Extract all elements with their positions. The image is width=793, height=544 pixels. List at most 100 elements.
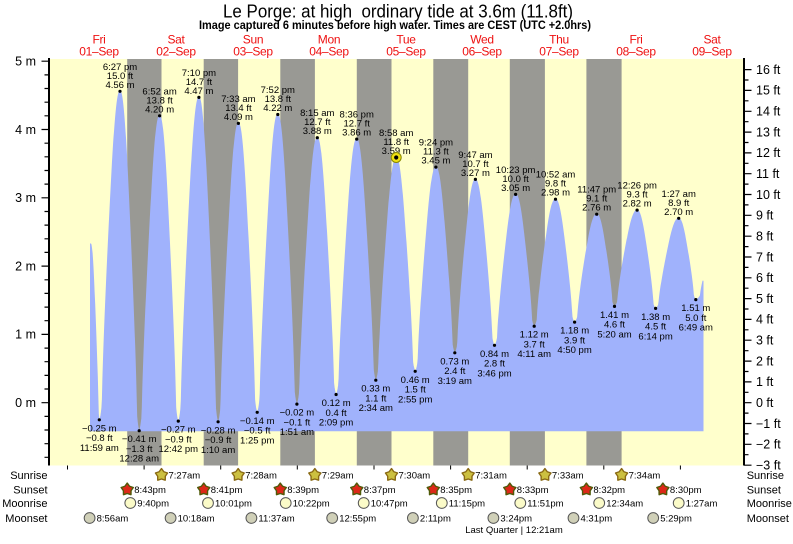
svg-text:7:52 pm: 7:52 pm bbox=[261, 85, 295, 96]
svg-text:15 ft: 15 ft bbox=[756, 84, 781, 98]
svg-text:2.70 m: 2.70 m bbox=[664, 207, 693, 218]
svg-text:8:56am: 8:56am bbox=[97, 514, 129, 525]
svg-text:3.88 m: 3.88 m bbox=[303, 126, 332, 137]
svg-text:3.9 ft: 3.9 ft bbox=[564, 335, 585, 346]
svg-text:1.41 m: 1.41 m bbox=[600, 310, 629, 321]
svg-text:0.84 m: 0.84 m bbox=[480, 349, 509, 360]
svg-text:7:34am: 7:34am bbox=[629, 471, 661, 482]
svg-text:8:43pm: 8:43pm bbox=[134, 485, 166, 496]
svg-text:2.4 ft: 2.4 ft bbox=[444, 366, 465, 377]
svg-text:13.8 ft: 13.8 ft bbox=[265, 94, 292, 105]
svg-text:2 m: 2 m bbox=[15, 259, 36, 273]
svg-text:4:11 am: 4:11 am bbox=[517, 349, 551, 360]
svg-text:12.7 ft: 12.7 ft bbox=[304, 117, 331, 128]
svg-text:10:47pm: 10:47pm bbox=[371, 499, 408, 510]
svg-text:−2 ft: −2 ft bbox=[756, 438, 781, 452]
svg-text:2.82 m: 2.82 m bbox=[623, 199, 652, 210]
svg-text:4.22 m: 4.22 m bbox=[263, 103, 292, 114]
svg-text:3.05 m: 3.05 m bbox=[501, 183, 530, 194]
svg-text:−1 ft: −1 ft bbox=[756, 417, 781, 431]
svg-text:Image captured 6 minutes befor: Image captured 6 minutes before high wat… bbox=[199, 18, 591, 32]
svg-text:−0.8 ft: −0.8 ft bbox=[86, 433, 113, 444]
svg-text:Sunrise: Sunrise bbox=[747, 470, 784, 482]
svg-text:04–Sep: 04–Sep bbox=[309, 44, 349, 58]
svg-text:3.7 ft: 3.7 ft bbox=[524, 340, 545, 351]
svg-text:0 ft: 0 ft bbox=[756, 396, 774, 410]
svg-text:2:55 pm: 2:55 pm bbox=[398, 394, 432, 405]
svg-text:2.8 ft: 2.8 ft bbox=[484, 359, 505, 370]
svg-text:10:23 pm: 10:23 pm bbox=[496, 165, 536, 176]
svg-text:12:26 pm: 12:26 pm bbox=[617, 181, 657, 192]
svg-text:Tue: Tue bbox=[396, 33, 416, 47]
svg-text:01–Sep: 01–Sep bbox=[79, 44, 119, 58]
svg-text:12 ft: 12 ft bbox=[756, 146, 781, 160]
svg-text:Moonrise: Moonrise bbox=[2, 498, 47, 510]
svg-text:5 ft: 5 ft bbox=[756, 292, 774, 306]
svg-text:4.47 m: 4.47 m bbox=[184, 86, 213, 97]
svg-text:7:29am: 7:29am bbox=[322, 471, 354, 482]
svg-text:10 ft: 10 ft bbox=[756, 188, 781, 202]
svg-text:1.51 m: 1.51 m bbox=[681, 303, 710, 314]
svg-text:2 ft: 2 ft bbox=[756, 354, 774, 368]
svg-text:9 ft: 9 ft bbox=[756, 209, 774, 223]
svg-text:−3 ft: −3 ft bbox=[756, 459, 781, 473]
svg-text:5.0 ft: 5.0 ft bbox=[685, 313, 706, 324]
svg-text:4.56 m: 4.56 m bbox=[105, 80, 134, 91]
svg-text:12:28 am: 12:28 am bbox=[119, 454, 159, 465]
svg-text:8:30pm: 8:30pm bbox=[670, 485, 702, 496]
svg-text:6:14 pm: 6:14 pm bbox=[638, 331, 672, 342]
svg-text:2.76 m: 2.76 m bbox=[582, 203, 611, 214]
svg-text:2.98 m: 2.98 m bbox=[541, 188, 570, 199]
svg-text:11 ft: 11 ft bbox=[756, 167, 780, 181]
svg-text:8:37pm: 8:37pm bbox=[364, 485, 396, 496]
svg-text:6:49 am: 6:49 am bbox=[679, 323, 713, 334]
svg-text:4.20 m: 4.20 m bbox=[145, 104, 174, 115]
svg-text:0.33 m: 0.33 m bbox=[361, 384, 390, 395]
svg-text:5:20 am: 5:20 am bbox=[597, 329, 631, 340]
svg-text:Fri: Fri bbox=[92, 33, 105, 47]
svg-text:11.3 ft: 11.3 ft bbox=[423, 147, 449, 158]
svg-text:4 m: 4 m bbox=[15, 123, 36, 137]
svg-text:1.1 ft: 1.1 ft bbox=[365, 393, 386, 404]
svg-text:8:39pm: 8:39pm bbox=[287, 485, 319, 496]
svg-text:10.0 ft: 10.0 ft bbox=[502, 174, 529, 185]
svg-text:−0.02 m: −0.02 m bbox=[280, 408, 315, 419]
svg-text:1:10 am: 1:10 am bbox=[201, 445, 235, 456]
svg-text:8:15 am: 8:15 am bbox=[300, 108, 334, 119]
svg-text:Fri: Fri bbox=[629, 33, 642, 47]
svg-text:−1.3 ft: −1.3 ft bbox=[126, 444, 153, 455]
svg-text:06–Sep: 06–Sep bbox=[462, 44, 502, 58]
svg-text:2:09 pm: 2:09 pm bbox=[319, 418, 353, 429]
svg-text:11:37am: 11:37am bbox=[258, 514, 294, 525]
svg-text:1:27 am: 1:27 am bbox=[662, 189, 696, 200]
svg-text:6:27 pm: 6:27 pm bbox=[103, 62, 137, 73]
svg-text:9.8 ft: 9.8 ft bbox=[545, 179, 566, 190]
svg-text:8:58 am: 8:58 am bbox=[379, 128, 413, 139]
svg-text:02–Sep: 02–Sep bbox=[156, 44, 196, 58]
svg-text:11:51pm: 11:51pm bbox=[527, 499, 563, 510]
svg-text:Sat: Sat bbox=[703, 33, 721, 47]
svg-text:8:35pm: 8:35pm bbox=[440, 485, 472, 496]
svg-text:09–Sep: 09–Sep bbox=[692, 44, 732, 58]
svg-text:0.4 ft: 0.4 ft bbox=[326, 408, 347, 419]
svg-text:9:24 pm: 9:24 pm bbox=[419, 138, 453, 149]
svg-text:1.12 m: 1.12 m bbox=[520, 330, 549, 341]
svg-text:0.73 m: 0.73 m bbox=[440, 356, 469, 367]
svg-text:Sat: Sat bbox=[167, 33, 185, 47]
svg-text:Last Quarter | 12:21am: Last Quarter | 12:21am bbox=[465, 525, 563, 536]
svg-text:14 ft: 14 ft bbox=[756, 105, 781, 119]
svg-text:12.7 ft: 12.7 ft bbox=[343, 119, 370, 130]
svg-text:Sunrise: Sunrise bbox=[10, 470, 47, 482]
svg-text:9.1 ft: 9.1 ft bbox=[586, 194, 607, 205]
svg-text:13 ft: 13 ft bbox=[756, 125, 781, 139]
svg-text:4 ft: 4 ft bbox=[756, 313, 774, 327]
svg-text:12:55pm: 12:55pm bbox=[339, 514, 376, 525]
svg-text:3:19 am: 3:19 am bbox=[438, 376, 472, 387]
svg-text:10:52 am: 10:52 am bbox=[536, 170, 576, 181]
svg-text:7:10 pm: 7:10 pm bbox=[182, 68, 216, 79]
svg-text:3.86 m: 3.86 m bbox=[342, 128, 371, 139]
svg-text:08–Sep: 08–Sep bbox=[616, 44, 656, 58]
svg-text:8.9 ft: 8.9 ft bbox=[668, 198, 689, 209]
svg-text:−0.41 m: −0.41 m bbox=[122, 434, 157, 445]
svg-text:3.45 m: 3.45 m bbox=[421, 156, 450, 167]
